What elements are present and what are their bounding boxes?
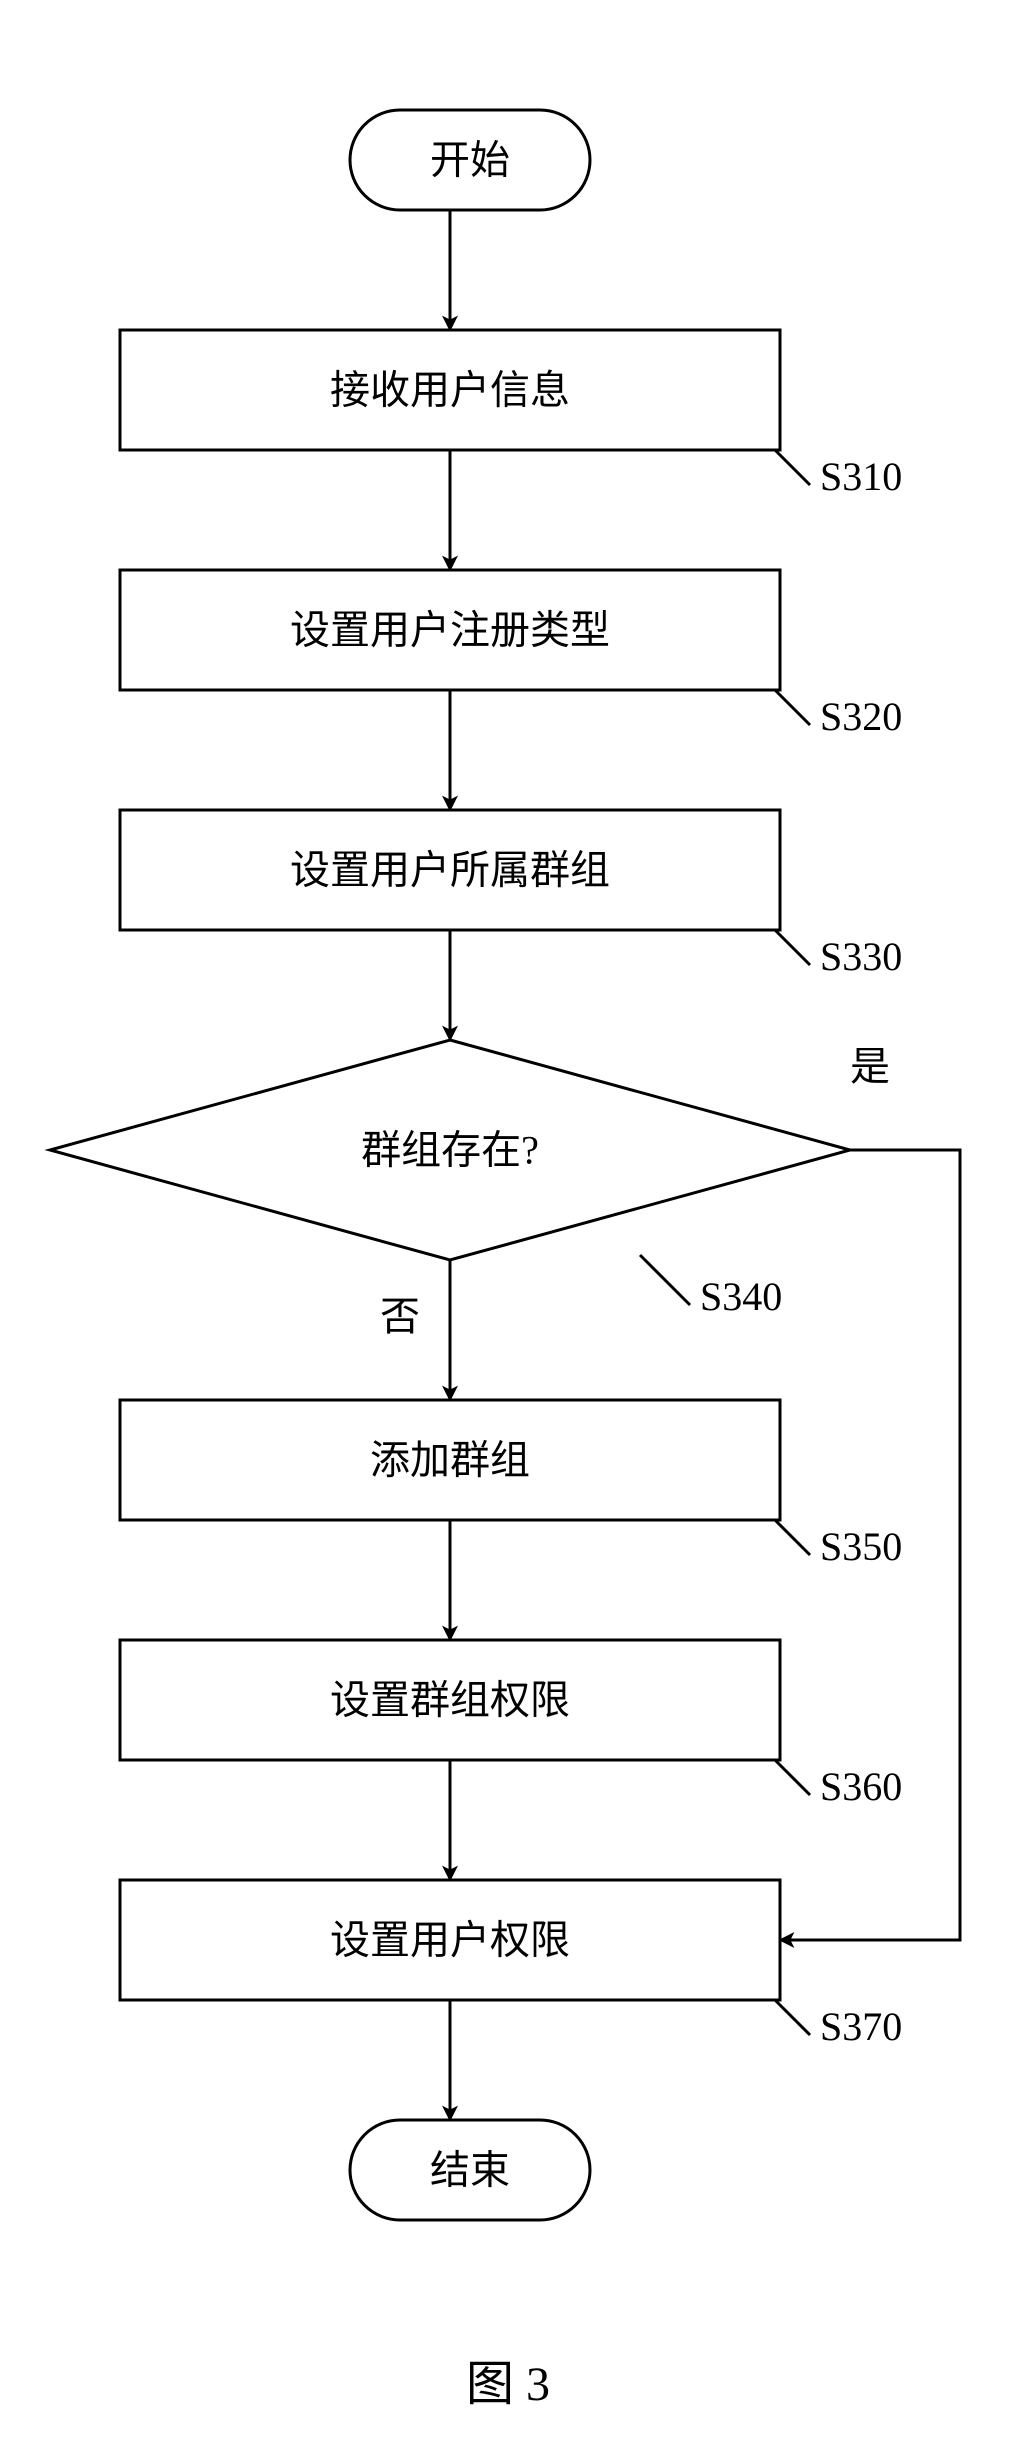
step-label-s340: S340: [700, 1274, 782, 1319]
node-s310: 接收用户信息: [120, 330, 780, 450]
node-label-s320: 设置用户注册类型: [290, 608, 610, 653]
node-label-start: 开始: [430, 138, 510, 183]
node-label-s340: 群组存在?: [361, 1128, 539, 1173]
node-s360: 设置群组权限: [120, 1640, 780, 1760]
node-s330: 设置用户所属群组: [120, 810, 780, 930]
node-start: 开始: [350, 110, 590, 210]
node-s320: 设置用户注册类型: [120, 570, 780, 690]
node-s370: 设置用户权限: [120, 1880, 780, 2000]
step-label-s310: S310: [820, 454, 902, 499]
step-label-s320: S320: [820, 694, 902, 739]
node-end: 结束: [350, 2120, 590, 2220]
flowchart-svg: 开始接收用户信息设置用户注册类型设置用户所属群组群组存在? 添加群组设置群组权限设…: [0, 0, 1017, 2452]
node-s350: 添加群组: [120, 1400, 780, 1520]
branch-label-yes: 是: [850, 1044, 890, 1089]
step-label-s370: S370: [820, 2004, 902, 2049]
node-label-s360: 设置群组权限: [330, 1678, 570, 1723]
step-label-s330: S330: [820, 934, 902, 979]
leader-line-3: [640, 1255, 690, 1305]
step-label-s360: S360: [820, 1764, 902, 1809]
node-s340: 群组存在?: [50, 1040, 850, 1260]
step-label-s350: S350: [820, 1524, 902, 1569]
node-label-s370: 设置用户权限: [330, 1918, 570, 1963]
node-label-s330: 设置用户所属群组: [290, 848, 610, 893]
branch-label-no: 否: [380, 1294, 420, 1339]
node-label-s350: 添加群组: [370, 1438, 530, 1483]
figure-caption: 图 3: [466, 2358, 550, 2411]
node-label-s310: 接收用户信息: [330, 368, 570, 413]
node-label-end: 结束: [430, 2148, 510, 2193]
